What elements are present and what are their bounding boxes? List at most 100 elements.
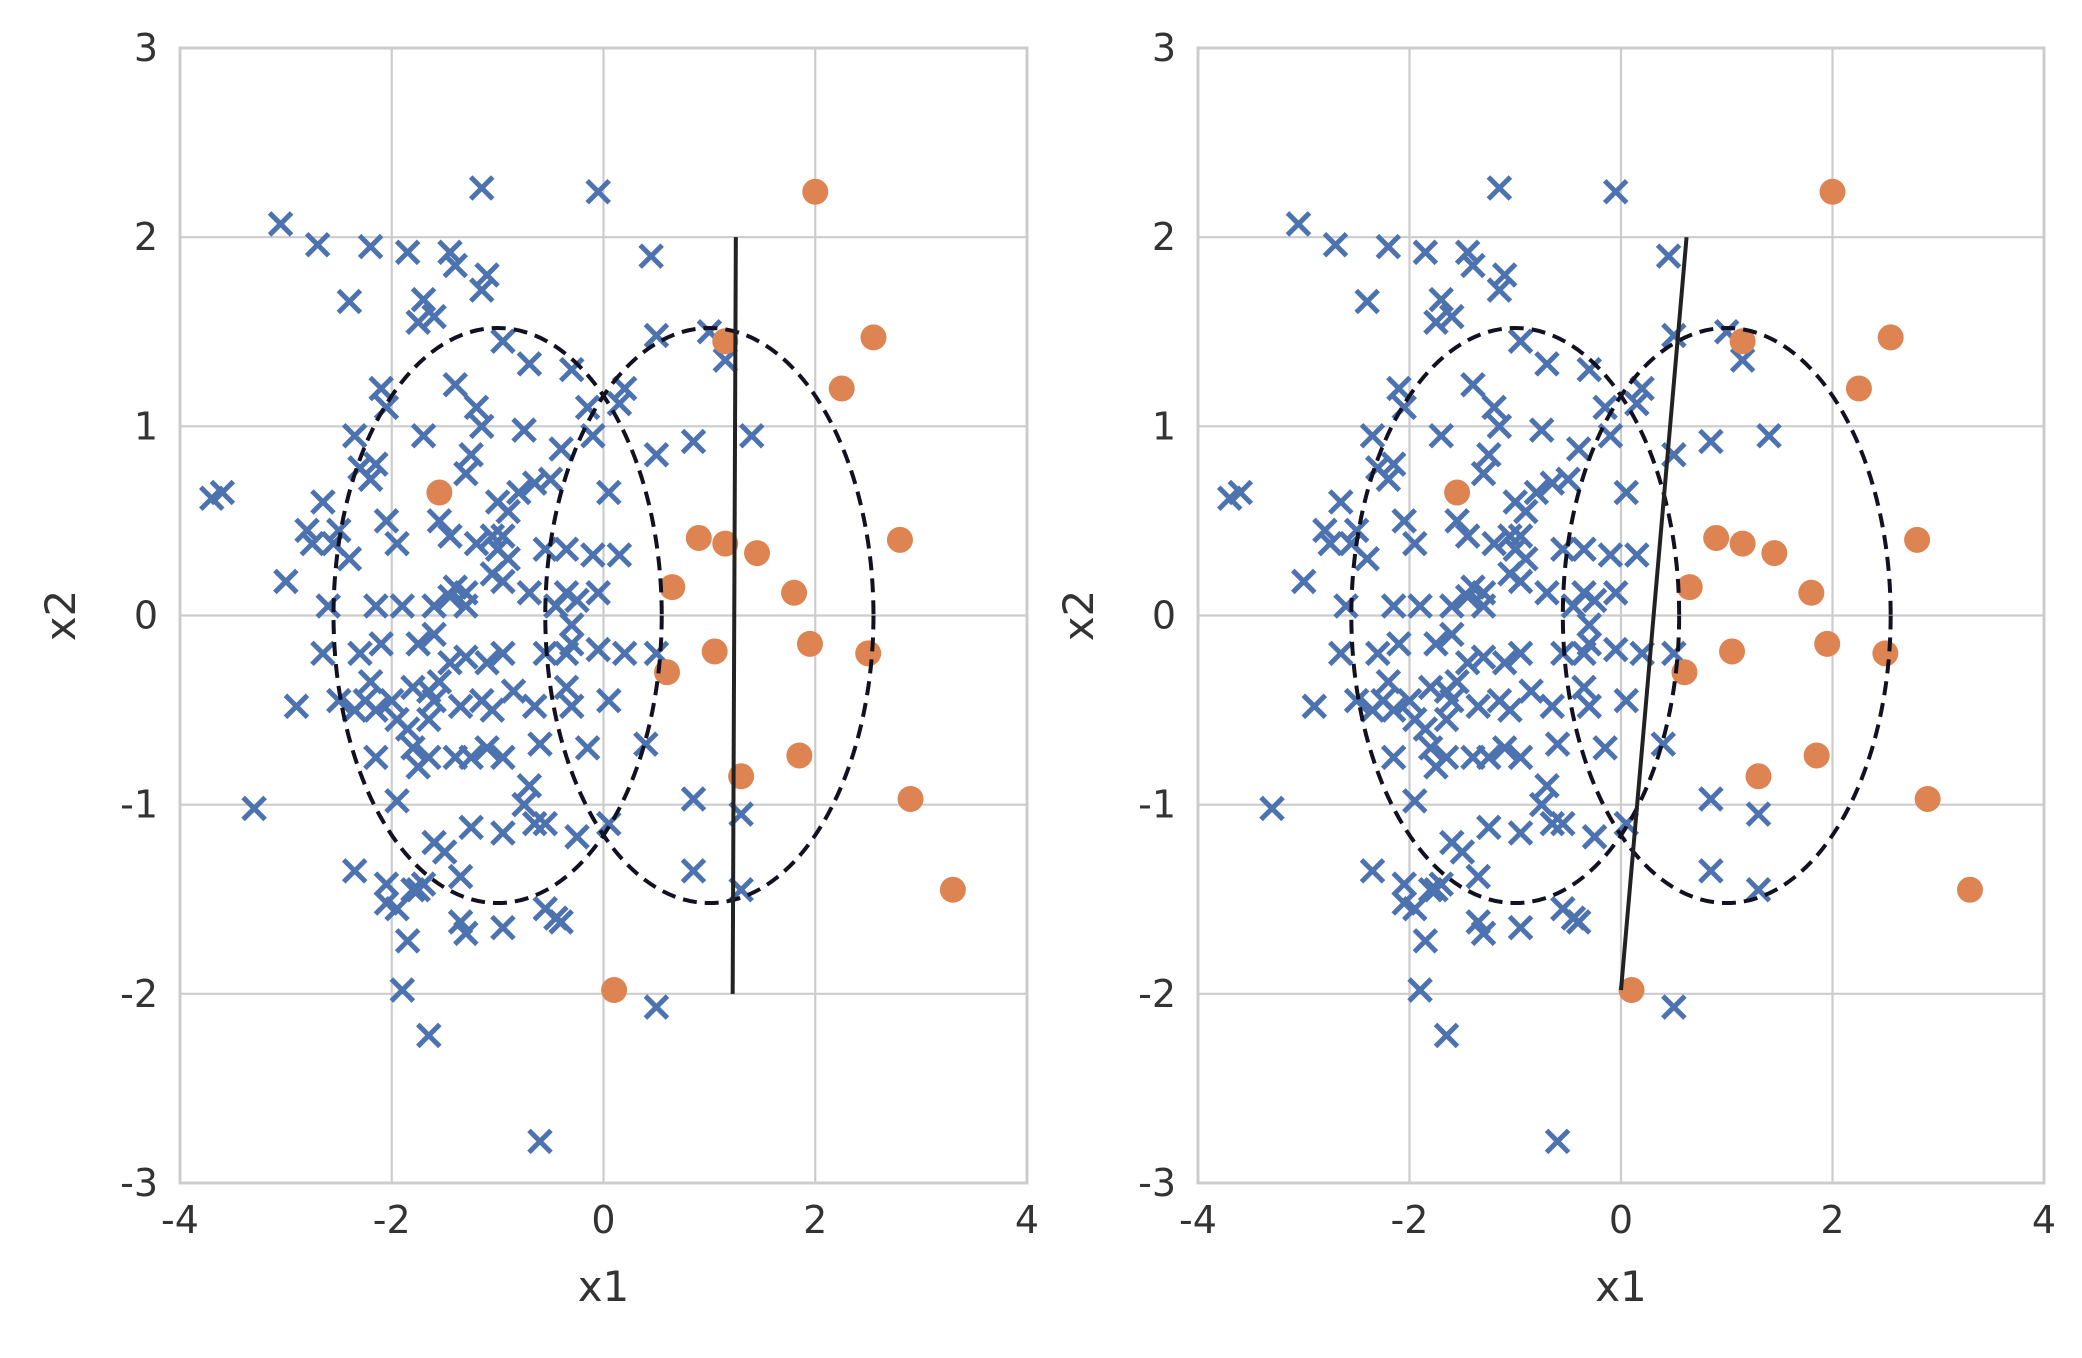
cross-point xyxy=(1444,508,1470,534)
cross-point xyxy=(1333,593,1359,619)
circle-point xyxy=(1872,640,1899,667)
cross-point xyxy=(585,636,611,663)
cross-point xyxy=(1491,650,1518,676)
cross-point xyxy=(1460,252,1486,279)
cross-point xyxy=(1317,530,1343,557)
cross-point xyxy=(347,640,373,667)
cross-point xyxy=(389,593,416,619)
cross-point xyxy=(1439,593,1465,619)
cross-point xyxy=(336,545,363,572)
y-tick-label: 2 xyxy=(134,215,158,259)
cross-point xyxy=(1375,233,1402,260)
y-tick-label: -1 xyxy=(120,783,158,827)
cross-point xyxy=(267,211,294,237)
cross-point xyxy=(453,644,479,670)
y-tick-label: 0 xyxy=(1152,594,1176,638)
cross-point xyxy=(1391,508,1417,534)
cross-point xyxy=(1370,687,1396,714)
cross-point xyxy=(585,580,611,606)
cross-point xyxy=(1481,530,1507,557)
cross-point xyxy=(1507,914,1534,941)
cross-point xyxy=(326,517,352,544)
cross-point xyxy=(352,687,379,714)
cross-point xyxy=(1227,479,1254,506)
cross-point xyxy=(1407,977,1433,1003)
cross-point xyxy=(1613,687,1640,714)
cross-point xyxy=(1491,262,1518,288)
cross-point xyxy=(357,466,384,493)
cross-point xyxy=(416,1022,442,1049)
cross-point xyxy=(241,795,267,822)
circle-point xyxy=(659,574,686,601)
cross-point xyxy=(1576,631,1603,657)
cross-point xyxy=(326,687,352,714)
cross-point xyxy=(1444,668,1470,695)
cross-point xyxy=(1470,593,1497,619)
cross-point xyxy=(611,640,638,667)
cross-point xyxy=(474,735,500,761)
cross-point xyxy=(1402,530,1428,557)
cross-point xyxy=(1613,479,1640,506)
left-scatter-panel: -4 -2 0 2 4 -3 -2 -1 0 1 2 3 x1 x2 xyxy=(36,26,1039,1311)
cross-point xyxy=(304,231,331,258)
y-tick-label: 0 xyxy=(134,594,158,638)
cross-point xyxy=(490,568,516,595)
cross-point xyxy=(564,587,590,614)
cross-point xyxy=(410,423,437,449)
contour-ellipse-0 xyxy=(1349,325,1682,906)
y-tick-label: 1 xyxy=(134,404,158,448)
cross-point xyxy=(1581,587,1608,614)
cross-point xyxy=(553,674,580,701)
cross-point xyxy=(1650,731,1677,757)
cross-point xyxy=(516,351,543,377)
cross-point xyxy=(1745,877,1772,903)
cross-point xyxy=(1327,640,1354,667)
cross-point xyxy=(1624,542,1650,568)
cross-point xyxy=(1698,428,1724,455)
cross-point xyxy=(421,303,447,330)
cross-point xyxy=(209,479,236,506)
circle-point xyxy=(712,530,739,557)
cross-point xyxy=(516,580,543,606)
cross-point xyxy=(638,243,664,269)
cross-point xyxy=(1528,417,1555,443)
cross-point xyxy=(468,413,495,440)
x-tick-label: 4 xyxy=(2032,1198,2056,1242)
cross-point xyxy=(1470,460,1497,487)
cross-point xyxy=(1624,390,1650,417)
cross-point xyxy=(1602,178,1629,205)
cross-point xyxy=(1476,441,1502,468)
cross-point xyxy=(363,593,389,619)
cross-point xyxy=(437,239,463,266)
cross-point xyxy=(447,863,474,890)
circle-point xyxy=(1745,763,1772,790)
cross-point xyxy=(405,754,431,780)
cross-point xyxy=(580,542,606,568)
cross-point xyxy=(336,288,363,315)
cross-point xyxy=(299,530,326,557)
cross-point xyxy=(585,178,611,205)
cross-point xyxy=(1380,744,1407,771)
cross-point xyxy=(1629,375,1655,402)
circle-point xyxy=(1444,479,1471,506)
circle-point xyxy=(685,524,712,551)
cross-point xyxy=(1428,286,1454,313)
x-tick-label: 0 xyxy=(1609,1198,1633,1242)
cross-point xyxy=(1602,636,1629,663)
cross-point xyxy=(1497,523,1523,549)
plot-frame xyxy=(178,46,1029,1185)
cross-point xyxy=(611,375,638,402)
cross-point xyxy=(363,451,389,477)
cross-point xyxy=(463,530,490,557)
cross-point xyxy=(1327,489,1354,515)
circle-point xyxy=(1814,630,1841,657)
cross-point xyxy=(537,466,564,493)
cross-point xyxy=(1486,277,1513,303)
circle-point xyxy=(1761,540,1788,567)
cross-point xyxy=(548,436,574,462)
cross-point xyxy=(490,328,516,354)
cross-point xyxy=(437,650,463,676)
cross-point xyxy=(1454,650,1481,676)
cross-point xyxy=(680,786,707,812)
circle-point xyxy=(426,479,453,506)
